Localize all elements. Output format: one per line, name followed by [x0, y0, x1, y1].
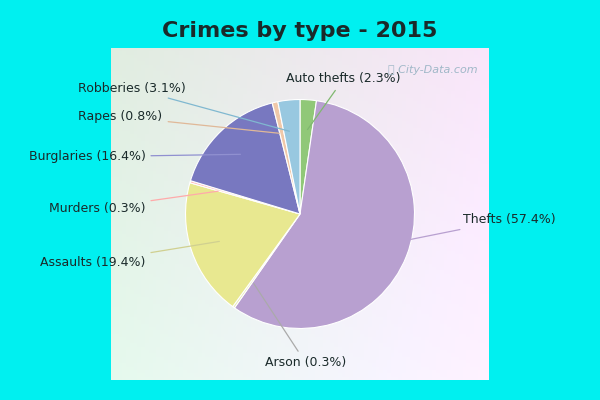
- Wedge shape: [185, 183, 300, 307]
- Title: Crimes by type - 2015: Crimes by type - 2015: [163, 21, 437, 41]
- Text: ⓘ City-Data.com: ⓘ City-Data.com: [388, 65, 478, 74]
- Text: Auto thefts (2.3%): Auto thefts (2.3%): [286, 72, 401, 130]
- Text: Murders (0.3%): Murders (0.3%): [49, 191, 218, 215]
- Wedge shape: [190, 181, 300, 214]
- Wedge shape: [300, 100, 316, 214]
- Text: Thefts (57.4%): Thefts (57.4%): [383, 213, 555, 245]
- Text: Rapes (0.8%): Rapes (0.8%): [79, 110, 279, 133]
- Wedge shape: [272, 102, 300, 214]
- Text: Robberies (3.1%): Robberies (3.1%): [78, 82, 289, 131]
- Wedge shape: [233, 214, 300, 308]
- Wedge shape: [235, 101, 415, 328]
- Wedge shape: [190, 103, 300, 214]
- Wedge shape: [278, 100, 300, 214]
- Text: Arson (0.3%): Arson (0.3%): [254, 284, 346, 369]
- Text: Assaults (19.4%): Assaults (19.4%): [40, 241, 220, 268]
- Text: Burglaries (16.4%): Burglaries (16.4%): [29, 150, 241, 163]
